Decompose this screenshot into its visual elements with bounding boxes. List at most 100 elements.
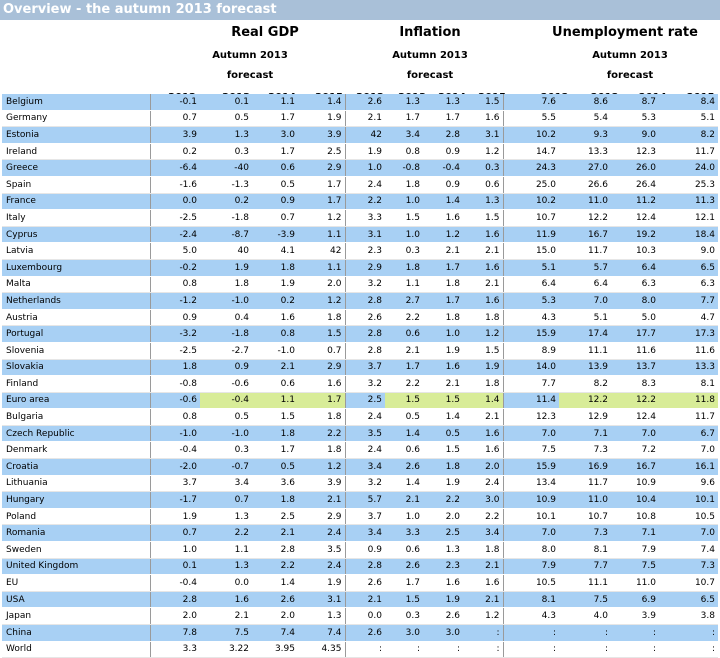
- table-cell: 17.3: [659, 325, 718, 343]
- table-cell: -2.5: [149, 342, 200, 360]
- table-cell: 2.0: [463, 458, 503, 476]
- table-cell: 1.4: [298, 94, 345, 111]
- table-cell: 0.7: [298, 342, 345, 360]
- table-cell: 3.1: [344, 226, 385, 244]
- table-cell: 2.5: [344, 392, 385, 410]
- table-cell: 10.7: [659, 574, 718, 592]
- table-cell: 0.3: [385, 607, 423, 625]
- table-cell: 7.1: [559, 425, 611, 443]
- table-cell: 1.8: [463, 541, 503, 559]
- table-cell: 0.8: [385, 143, 423, 161]
- table-cell: 1.0: [149, 541, 200, 559]
- table-cell: 2.2: [385, 309, 423, 327]
- table-cell: -6.4: [149, 159, 200, 177]
- table-cell: 1.1: [252, 392, 298, 410]
- table-cell: 2.1: [423, 375, 463, 393]
- table-cell: 0.5: [200, 110, 252, 128]
- table-row: Austria 0.9 0.4 1.6 1.8 2.6 2.2 1.8 1.8 4.3 5.1 5.0…: [2, 309, 718, 327]
- table-cell: -2.0: [149, 458, 200, 476]
- table-cell: 0.0: [344, 607, 385, 625]
- table-cell: 1.6: [463, 441, 503, 460]
- table-cell: 2.1: [463, 408, 503, 426]
- table-cell: 2.4: [463, 475, 503, 493]
- table-cell: 1.6: [463, 574, 503, 592]
- table-cell: 12.2: [559, 392, 611, 410]
- table-cell: 3.22: [200, 641, 252, 658]
- table-cell: 1.7: [385, 574, 423, 592]
- table-cell: -1.3: [200, 176, 252, 194]
- country-name: Poland: [2, 508, 150, 526]
- table-cell: 5.4: [559, 110, 611, 128]
- table-cell: 2.0: [149, 607, 200, 625]
- table-cell: 1.7: [252, 143, 298, 161]
- table-cell: 1.3: [200, 508, 252, 526]
- table-cell: 12.2: [611, 392, 659, 410]
- table-cell: 0.9: [344, 541, 385, 559]
- table-cell: 3.7: [344, 508, 385, 526]
- table-cell: :: [611, 641, 659, 658]
- table-cell: 0.6: [385, 325, 423, 343]
- table-cell: 1.8: [252, 259, 298, 277]
- table-cell: 2.2: [463, 508, 503, 526]
- table-cell: 2.8: [149, 591, 200, 609]
- table-cell: 1.7: [252, 110, 298, 128]
- table-cell: 1.8: [385, 259, 423, 277]
- table-cell: 1.0: [423, 325, 463, 343]
- table-cell: 25.3: [659, 176, 718, 194]
- table-cell: -1.7: [149, 491, 200, 509]
- table-cell: 1.3: [423, 94, 463, 111]
- table-cell: 1.7: [423, 259, 463, 277]
- country-name: Germany: [2, 110, 150, 128]
- table-cell: 2.3: [423, 558, 463, 576]
- table-cell: 9.6: [659, 475, 718, 493]
- table-cell: 2.7: [385, 292, 423, 310]
- table-cell: -0.6: [200, 375, 252, 393]
- table-cell: 11.2: [611, 193, 659, 211]
- table-cell: 0.6: [252, 159, 298, 177]
- table-cell: 10.9: [611, 475, 659, 493]
- table-cell: 0.7: [200, 491, 252, 509]
- table-row: Luxembourg -0.2 1.9 1.8 1.1 2.9 1.8 1.7 1.6 5.1 5.…: [2, 259, 718, 277]
- table-cell: 1.9: [344, 143, 385, 161]
- table-cell: 5.5: [502, 110, 559, 128]
- table-cell: 0.8: [252, 325, 298, 343]
- table-cell: 16.9: [559, 458, 611, 476]
- table-cell: 13.3: [659, 359, 718, 377]
- table-cell: 0.3: [463, 159, 503, 177]
- table-cell: 8.2: [559, 375, 611, 393]
- table-cell: 7.3: [559, 524, 611, 543]
- table-cell: 0.6: [385, 441, 423, 460]
- table-cell: 2.8: [423, 126, 463, 144]
- table-cell: 7.0: [611, 425, 659, 443]
- table-cell: 1.1: [298, 259, 345, 277]
- table-cell: 11.7: [659, 143, 718, 161]
- table-cell: 10.9: [502, 491, 559, 509]
- table-cell: 1.3: [463, 193, 503, 211]
- table-row: Slovenia -2.5 -2.7 -1.0 0.7 2.8 2.1 1.9 1.5 8.9 11…: [2, 342, 718, 360]
- table-row: Estonia 3.9 1.3 3.0 3.9 42 3.4 2.8 3.1 10.2 9.3 9.0…: [2, 126, 718, 144]
- table-cell: 5.1: [659, 110, 718, 128]
- table-cell: 1.9: [463, 359, 503, 377]
- table-cell: 18.4: [659, 226, 718, 244]
- table-cell: 3.9: [298, 126, 345, 144]
- table-cell: 0.8: [149, 408, 200, 426]
- table-cell: 12.2: [559, 209, 611, 227]
- country-name: Japan: [2, 607, 150, 625]
- table-cell: 10.3: [611, 242, 659, 260]
- group-title-real-gdp: Real GDP: [231, 25, 299, 40]
- country-name: Austria: [2, 309, 150, 327]
- table-cell: 0.8: [149, 276, 200, 294]
- table-cell: 1.6: [463, 226, 503, 244]
- table-cell: 9.0: [611, 126, 659, 144]
- table-cell: 3.3: [344, 209, 385, 227]
- table-cell: 0.4: [200, 309, 252, 327]
- table-cell: 8.9: [502, 342, 559, 360]
- table-cell: 5.7: [344, 491, 385, 509]
- table-cell: 1.9: [252, 276, 298, 294]
- table-cell: 24.0: [659, 159, 718, 177]
- table-row: Germany 0.7 0.5 1.7 1.9 2.1 1.7 1.7 1.6 5.5 5.4 5.3…: [2, 110, 718, 128]
- table-cell: 5.7: [559, 259, 611, 277]
- table-cell: 0.0: [149, 193, 200, 211]
- table-row: France 0.0 0.2 0.9 1.7 2.2 1.0 1.4 1.3 10.2 11.0 11…: [2, 193, 718, 211]
- table-cell: 3.0: [463, 491, 503, 509]
